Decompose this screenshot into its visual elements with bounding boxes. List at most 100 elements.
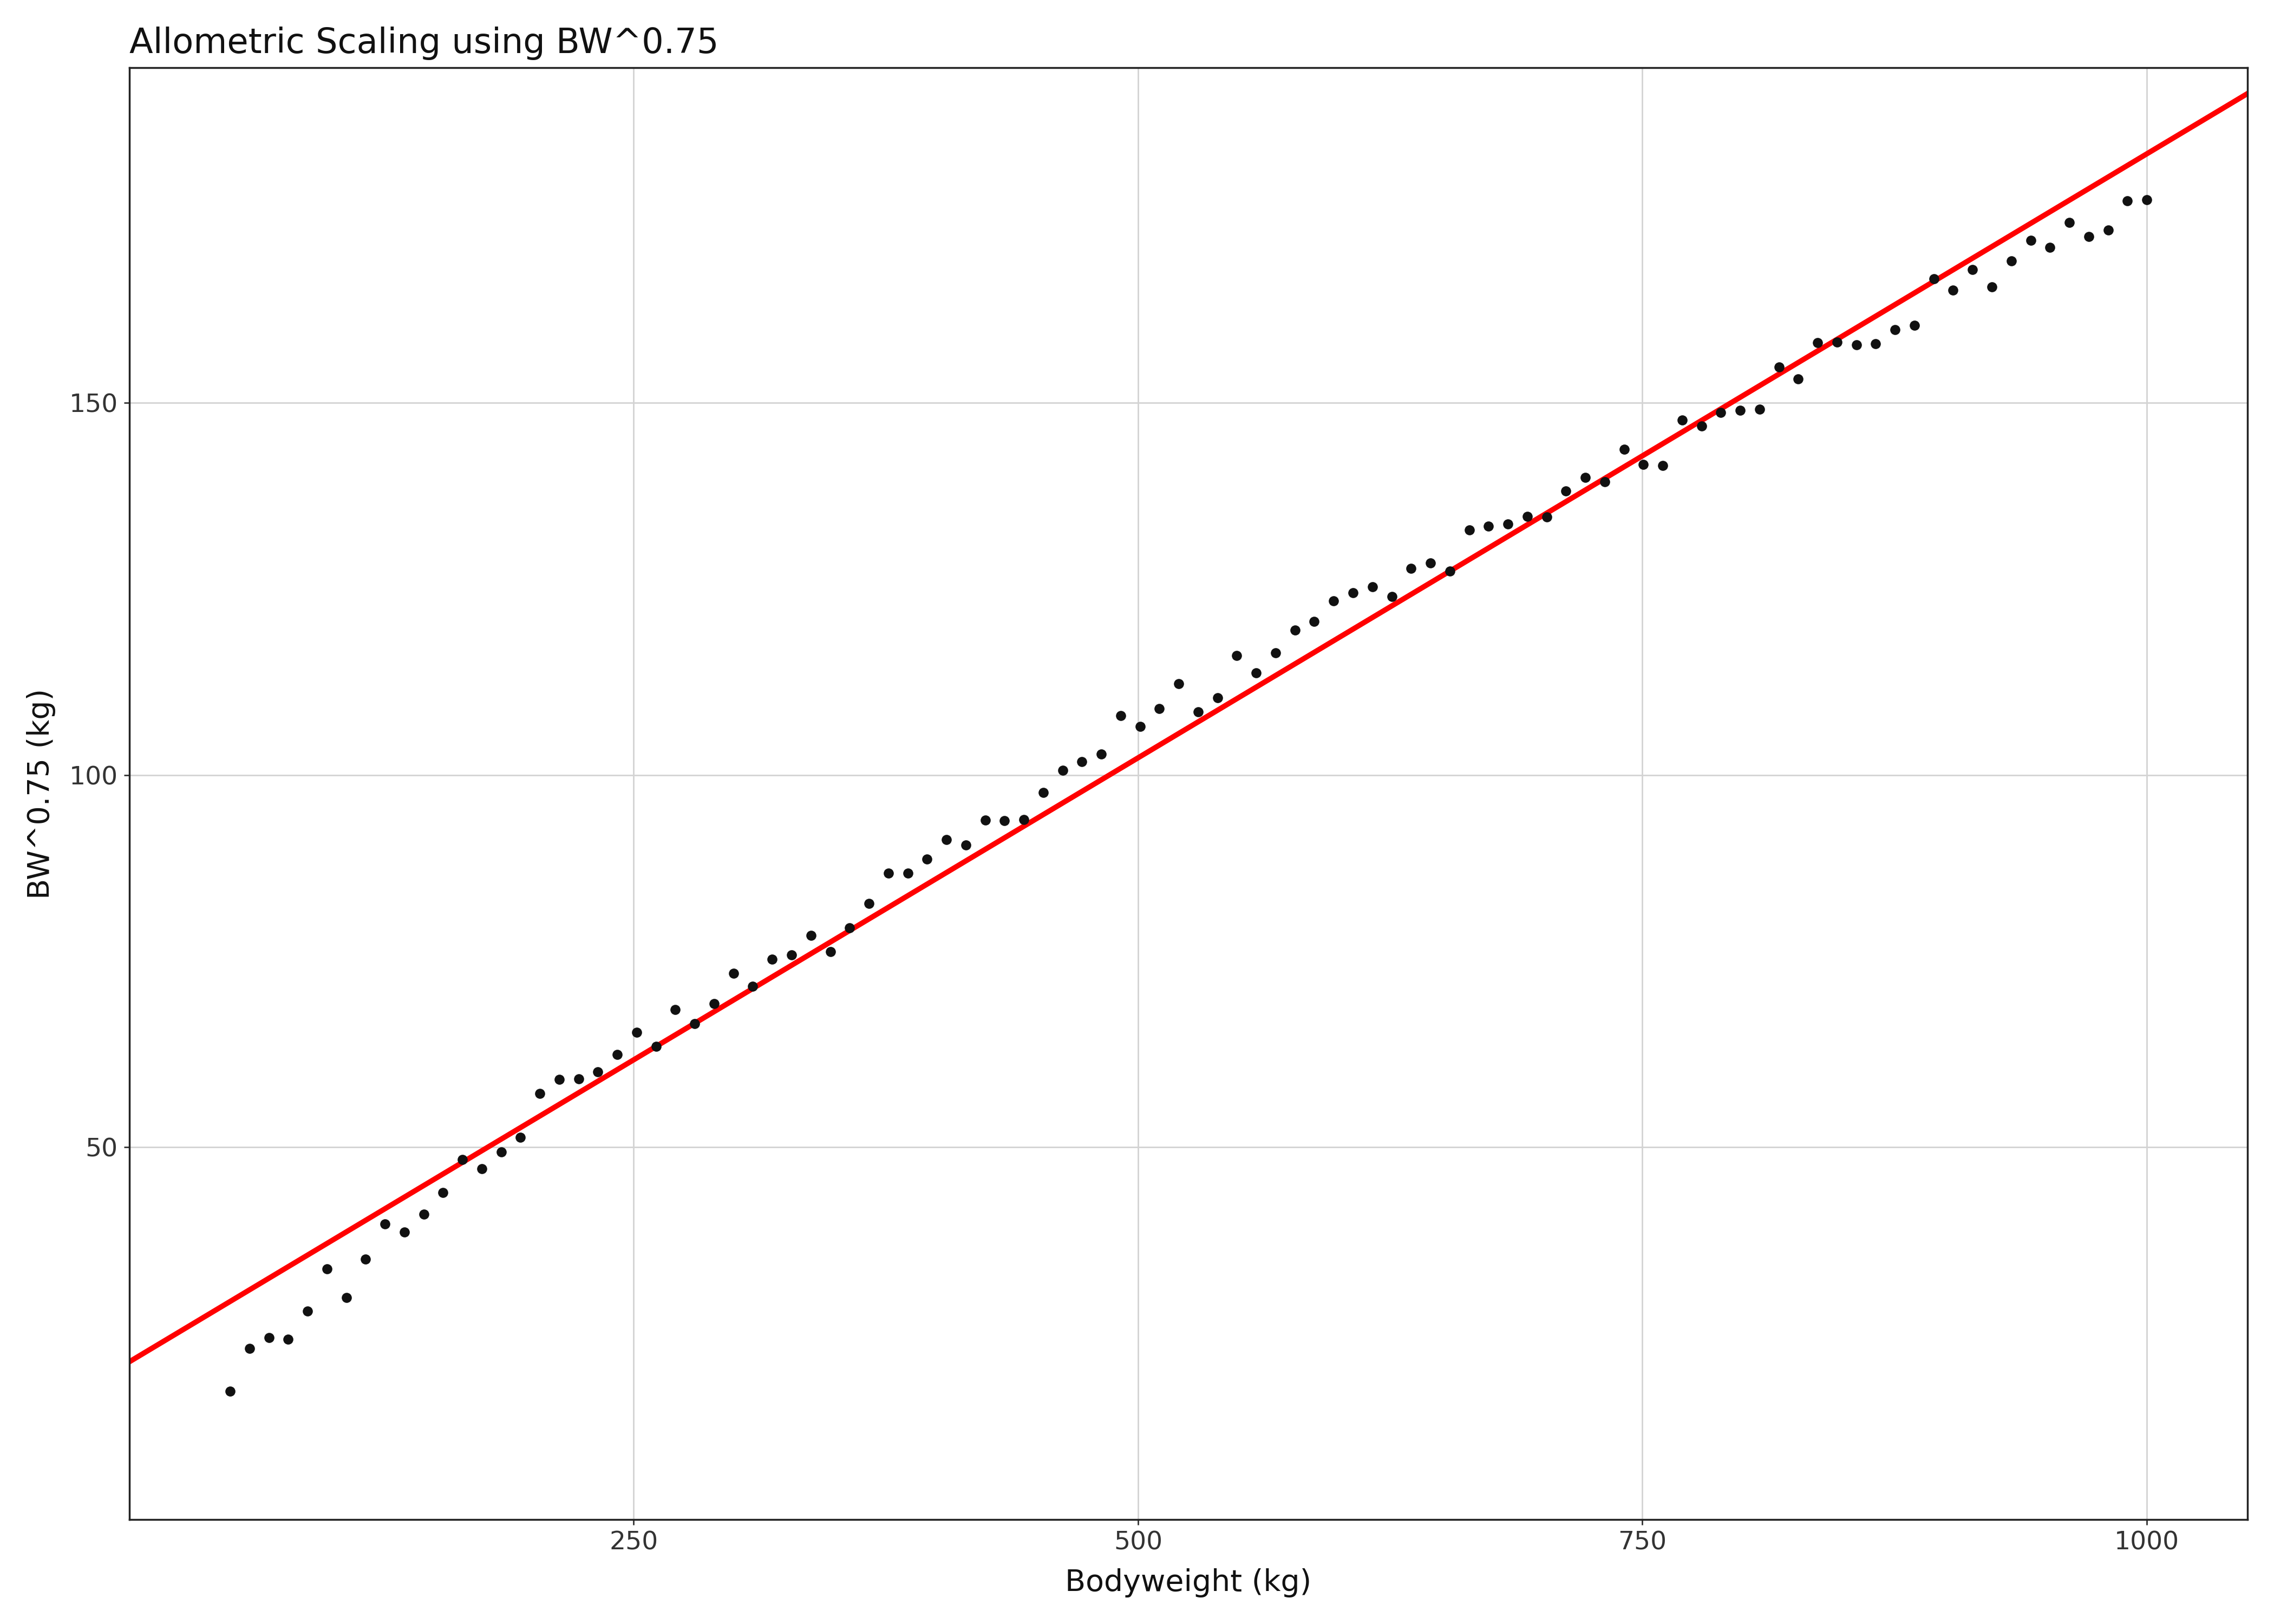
Point xyxy=(1721,398,1758,424)
Point xyxy=(1433,559,1469,585)
Point xyxy=(1742,396,1778,422)
Point xyxy=(1974,274,2010,300)
Point xyxy=(1587,469,1624,495)
Point xyxy=(1237,659,1273,685)
Point xyxy=(1082,741,1119,767)
X-axis label: Bodyweight (kg): Bodyweight (kg) xyxy=(1064,1569,1312,1598)
Point xyxy=(1626,451,1662,477)
Point xyxy=(521,1080,557,1106)
Point xyxy=(696,991,732,1017)
Point xyxy=(871,861,907,887)
Point xyxy=(1314,588,1351,614)
Point xyxy=(580,1059,616,1085)
Point xyxy=(910,846,946,872)
Point xyxy=(1103,703,1139,729)
Point xyxy=(1026,780,1062,806)
Point xyxy=(2128,187,2165,213)
Point xyxy=(1510,503,1546,529)
Point xyxy=(987,807,1023,833)
Point xyxy=(1897,312,1933,338)
Point xyxy=(1471,513,1508,539)
Point xyxy=(1296,609,1333,635)
Point xyxy=(271,1327,307,1353)
Point xyxy=(1703,400,1740,425)
Point xyxy=(657,997,694,1023)
Point xyxy=(598,1041,634,1067)
Point xyxy=(2031,234,2067,260)
Text: Allometric Scaling using BW^0.75: Allometric Scaling using BW^0.75 xyxy=(130,26,719,60)
Point xyxy=(1528,503,1565,529)
Point xyxy=(889,861,926,887)
Point xyxy=(1992,248,2028,274)
Point xyxy=(2090,218,2126,244)
Point xyxy=(966,807,1003,833)
Point xyxy=(232,1335,268,1361)
Point xyxy=(1335,580,1371,606)
Point xyxy=(1819,330,1856,356)
Point xyxy=(1180,698,1217,724)
Point xyxy=(559,1065,596,1091)
Point xyxy=(678,1010,714,1036)
Point xyxy=(1394,555,1430,581)
Point xyxy=(1837,331,1874,357)
Point xyxy=(1915,266,1951,292)
Point xyxy=(637,1033,673,1059)
Point xyxy=(1121,713,1157,739)
Point xyxy=(1160,671,1196,697)
Point xyxy=(1876,317,1912,343)
Point xyxy=(1760,354,1796,380)
Point xyxy=(928,827,964,853)
Point xyxy=(348,1246,384,1272)
Point xyxy=(327,1285,364,1311)
Point xyxy=(1355,573,1392,599)
Point xyxy=(250,1325,287,1351)
Point xyxy=(1258,640,1294,666)
Point xyxy=(1142,695,1178,721)
Point xyxy=(1683,412,1719,438)
Point xyxy=(755,947,791,973)
Point xyxy=(773,942,810,968)
Point xyxy=(2072,224,2108,250)
Point xyxy=(619,1020,655,1046)
Point xyxy=(443,1147,480,1173)
Point xyxy=(1935,278,1972,304)
Point xyxy=(1064,749,1101,775)
Point xyxy=(1489,512,1526,538)
Point xyxy=(2110,188,2147,214)
Point xyxy=(1451,516,1487,542)
Point xyxy=(464,1156,500,1182)
Point xyxy=(1567,464,1603,490)
Point xyxy=(405,1202,441,1228)
Point xyxy=(1781,365,1817,391)
Point xyxy=(1044,757,1080,783)
Point xyxy=(1858,331,1894,357)
Point xyxy=(1373,583,1410,609)
Point xyxy=(1276,617,1312,643)
Point xyxy=(832,914,869,940)
Point xyxy=(309,1255,346,1281)
Point xyxy=(1644,453,1680,479)
Point xyxy=(1219,643,1255,669)
Point xyxy=(1198,685,1235,711)
Point xyxy=(794,922,830,948)
Point xyxy=(1953,257,1990,283)
Point xyxy=(1605,437,1642,463)
Point xyxy=(948,831,985,857)
Point xyxy=(211,1379,248,1405)
Point xyxy=(850,890,887,916)
Point xyxy=(541,1067,578,1093)
Point xyxy=(716,960,753,986)
Point xyxy=(425,1179,462,1205)
Point xyxy=(735,973,771,999)
Point xyxy=(1412,551,1449,577)
Point xyxy=(1799,330,1835,356)
Point xyxy=(366,1212,402,1237)
Point xyxy=(2012,227,2049,253)
Point xyxy=(1549,477,1585,503)
Point xyxy=(289,1298,325,1324)
Point xyxy=(2051,209,2088,235)
Point xyxy=(387,1220,423,1246)
Point xyxy=(482,1138,518,1164)
Point xyxy=(812,939,848,965)
Point xyxy=(1005,807,1041,833)
